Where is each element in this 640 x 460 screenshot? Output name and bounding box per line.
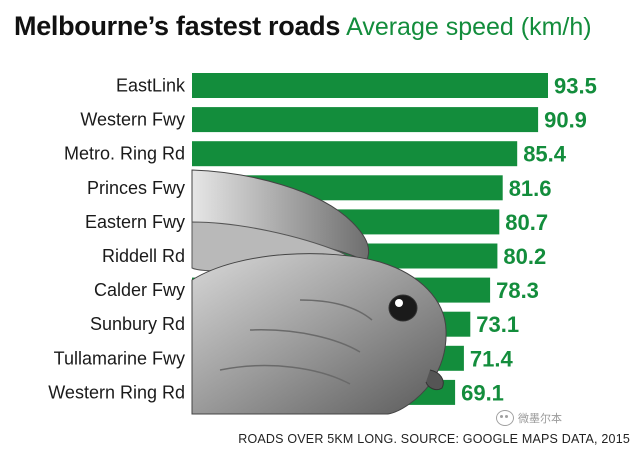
value-label-8: 71.4: [470, 346, 514, 371]
source-footnote: ROADS OVER 5KM LONG. SOURCE: GOOGLE MAPS…: [238, 432, 630, 446]
value-label-2: 85.4: [523, 142, 567, 167]
value-label-0: 93.5: [554, 74, 597, 99]
chart-title-block: Melbourne’s fastest roads Average speed (…: [14, 8, 592, 49]
watermark-text: 微墨尔本: [518, 413, 562, 425]
category-label-8: Tullamarine Fwy: [54, 348, 185, 368]
value-label-1: 90.9: [544, 108, 587, 133]
category-label-4: Eastern Fwy: [85, 212, 185, 232]
watermark: 微墨尔本: [496, 410, 562, 426]
category-label-9: Western Ring Rd: [48, 382, 185, 402]
value-label-7: 73.1: [476, 312, 519, 337]
hare-illustration: [191, 169, 447, 415]
category-label-1: Western Fwy: [80, 110, 185, 130]
value-label-5: 80.2: [503, 244, 546, 269]
category-label-5: Riddell Rd: [102, 246, 185, 266]
chart-title: Melbourne’s fastest roads: [14, 11, 341, 41]
category-label-2: Metro. Ring Rd: [64, 144, 185, 164]
value-label-4: 80.7: [505, 210, 548, 235]
chart-subtitle: Average speed (km/h): [346, 13, 592, 41]
bar-1: [192, 107, 539, 133]
bar-0: [192, 73, 548, 98]
value-label-9: 69.1: [461, 380, 504, 405]
wechat-icon: [496, 410, 514, 426]
bar-2: [192, 141, 518, 167]
value-label-3: 81.6: [509, 176, 552, 201]
category-label-7: Sunbury Rd: [90, 314, 185, 334]
value-label-6: 78.3: [496, 278, 539, 303]
category-label-0: EastLink: [116, 76, 186, 96]
category-label-3: Princes Fwy: [87, 178, 185, 198]
category-label-6: Calder Fwy: [94, 280, 185, 300]
